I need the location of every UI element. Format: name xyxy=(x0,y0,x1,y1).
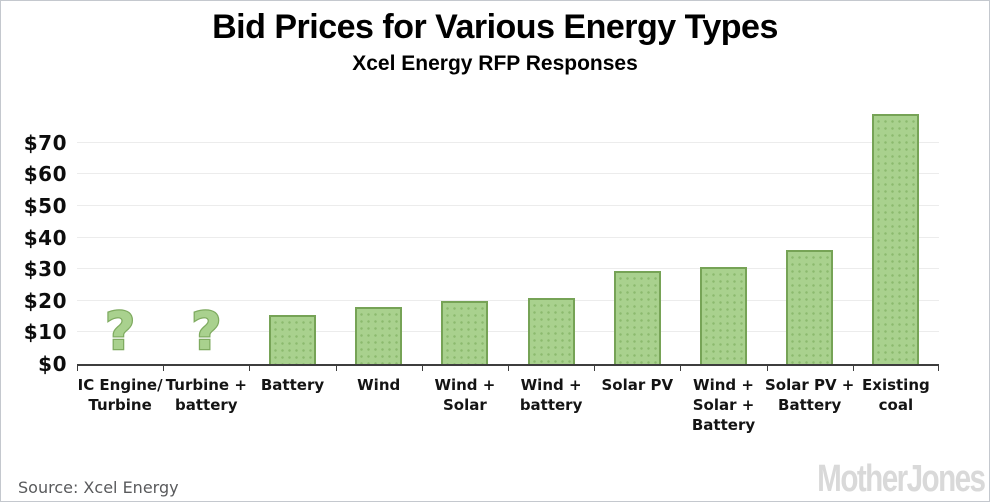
y-axis-tick-label: $20 xyxy=(23,288,67,313)
gridline xyxy=(77,173,939,175)
x-axis-tick xyxy=(163,366,165,371)
x-axis-tick xyxy=(938,366,939,371)
y-axis-tick-label: $40 xyxy=(23,225,67,250)
bar-battery xyxy=(269,314,316,364)
y-axis-tick-label: $0 xyxy=(38,352,67,376)
gridline xyxy=(77,141,939,143)
gridline xyxy=(77,268,939,270)
motherjones-logo: MotherJones xyxy=(816,458,986,500)
x-axis-category-label: Solar PV + Battery xyxy=(764,376,855,414)
x-axis-category-label: Solar PV xyxy=(601,376,674,394)
x-axis-tick xyxy=(421,366,423,371)
y-axis-tick-label: $50 xyxy=(23,193,67,218)
x-axis-tick xyxy=(335,366,337,371)
gridline xyxy=(77,331,939,333)
y-axis-tick-label: $30 xyxy=(23,257,67,282)
x-axis-tick xyxy=(852,366,854,371)
x-axis-tick xyxy=(249,366,251,371)
bar-solar-pv xyxy=(613,270,661,364)
x-axis-category-label: Wind + Solar xyxy=(434,376,496,414)
x-axis-category-label: IC Engine/Turbine xyxy=(77,376,163,414)
x-axis-category-label: Wind + Solar + Battery xyxy=(691,376,756,434)
plot-area: ?? xyxy=(77,111,939,371)
x-axis-tick xyxy=(766,366,768,371)
x-axis-category-label: Wind xyxy=(357,376,401,394)
unknown-value-marker-turbine-battery: ? xyxy=(190,302,223,362)
x-axis-category-label: Battery xyxy=(260,376,325,394)
unknown-value-marker-ic-engine-turbine: ? xyxy=(104,302,137,362)
bar-wind-solar-battery xyxy=(700,267,747,364)
bar-wind-battery xyxy=(527,297,575,364)
bar-solar-pv-battery xyxy=(786,250,834,364)
gridline xyxy=(77,204,939,206)
y-axis-labels: $0 $10 $20 $30 $40 $50 $60 $70 xyxy=(1,111,67,376)
y-axis-tick-label: $60 xyxy=(23,162,67,187)
x-axis-tick xyxy=(594,366,596,371)
bar-existing-coal xyxy=(872,114,920,364)
source-credit: Source: Xcel Energy xyxy=(18,478,179,497)
y-axis-tick-label: $10 xyxy=(23,320,67,345)
y-axis-tick-label: $70 xyxy=(23,130,67,155)
x-axis-category-label: Wind + battery xyxy=(519,376,583,414)
x-axis-tick xyxy=(508,366,509,371)
x-axis-labels: IC Engine/Turbine Turbine + battery Battery… xyxy=(1,375,989,445)
chart-title: Bid Prices for Various Energy Types xyxy=(212,8,778,46)
x-axis-category-label: Existing coal xyxy=(862,376,930,414)
bar-wind xyxy=(355,306,403,364)
x-axis-category-label: Turbine + battery xyxy=(165,376,247,414)
x-axis-tick xyxy=(680,366,682,371)
gridline xyxy=(77,299,939,301)
bar-wind-solar xyxy=(441,301,489,364)
gridline xyxy=(77,236,939,238)
x-axis-tick xyxy=(77,366,78,371)
chart-subtitle: Xcel Energy RFP Responses xyxy=(352,52,638,75)
